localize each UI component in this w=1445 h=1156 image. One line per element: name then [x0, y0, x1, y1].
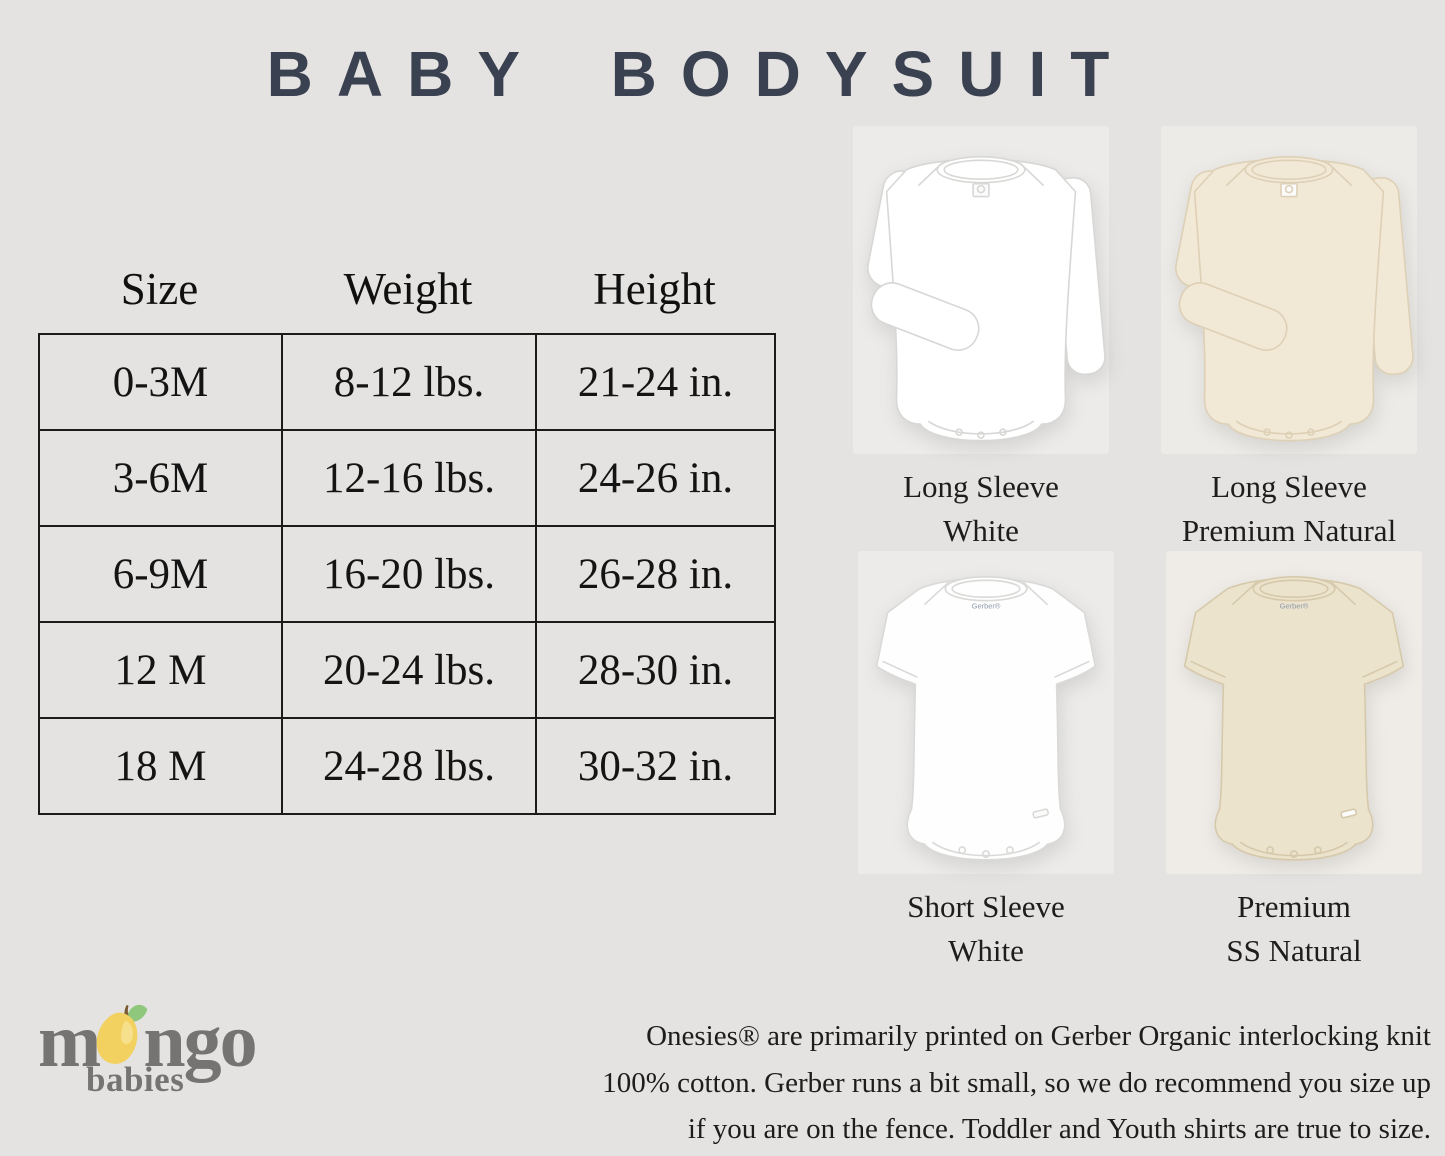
- brand-logo-wordmark: m ngo: [38, 998, 288, 1083]
- table-row: 0-3M 8-12 lbs. 21-24 in.: [38, 333, 776, 431]
- cell-weight: 20-24 lbs.: [281, 621, 537, 719]
- cell-height: 24-26 in.: [535, 429, 776, 527]
- cell-weight: 12-16 lbs.: [281, 429, 537, 527]
- cell-height: 28-30 in.: [535, 621, 776, 719]
- logo-letter-suffix: ngo: [143, 998, 257, 1083]
- neck-brand-label: Gerber®: [1280, 602, 1309, 611]
- page-title: BABY BODYSUIT: [266, 38, 1134, 110]
- cell-weight: 24-28 lbs.: [281, 717, 537, 815]
- caption-line-1: Short Sleeve: [907, 889, 1065, 924]
- column-header-size: Size: [120, 264, 199, 314]
- size-chart-headers: Size Weight Height: [38, 256, 774, 322]
- caption-line-2: White: [943, 513, 1019, 548]
- product-card-long-sleeve-white: Long Sleeve White: [845, 126, 1117, 553]
- caption-line-1: Long Sleeve: [903, 469, 1059, 504]
- cell-size: 0-3M: [38, 333, 283, 431]
- mango-icon: [97, 1004, 148, 1064]
- cell-height: 21-24 in.: [535, 333, 776, 431]
- size-chart-table: 0-3M 8-12 lbs. 21-24 in. 3-6M 12-16 lbs.…: [38, 333, 776, 815]
- cell-height: 26-28 in.: [535, 525, 776, 623]
- cell-height: 30-32 in.: [535, 717, 776, 815]
- column-header-weight: Weight: [343, 264, 473, 314]
- caption-line-2: SS Natural: [1226, 933, 1362, 968]
- product-caption: Premium SS Natural: [1226, 885, 1361, 973]
- product-card-premium-ss-natural: Gerber® Premium SS Natural: [1153, 551, 1435, 973]
- caption-line-1: Long Sleeve: [1211, 469, 1367, 504]
- product-photo: Gerber®: [858, 551, 1114, 874]
- cell-size: 3-6M: [38, 429, 283, 527]
- caption-line-1: Premium: [1237, 889, 1351, 924]
- table-row: 12 M 20-24 lbs. 28-30 in.: [38, 621, 776, 719]
- product-caption: Short Sleeve White: [907, 885, 1065, 973]
- hip-tag-icon: [1032, 808, 1049, 819]
- caption-line-2: White: [948, 933, 1024, 968]
- table-row: 3-6M 12-16 lbs. 24-26 in.: [38, 429, 776, 527]
- product-caption: Long Sleeve Premium Natural: [1182, 465, 1396, 553]
- neck-tag-icon: [972, 182, 990, 198]
- product-card-short-sleeve-white: Gerber® Short Sleeve White: [850, 551, 1122, 973]
- cell-size: 12 M: [38, 621, 283, 719]
- short-sleeve-bodysuit-graphic: Gerber®: [1183, 576, 1405, 861]
- logo-letter-prefix: m: [38, 998, 101, 1083]
- footnote-line-3: if you are on the fence. Toddler and You…: [687, 1113, 1431, 1145]
- hip-tag-icon: [1340, 808, 1357, 819]
- cell-size: 18 M: [38, 717, 283, 815]
- product-photo: Gerber®: [1166, 551, 1422, 874]
- long-sleeve-bodysuit-graphic: [1175, 156, 1414, 442]
- brand-logo-subtitle: babies: [86, 1060, 185, 1099]
- neck-brand-label: Gerber®: [972, 602, 1001, 611]
- cell-weight: 8-12 lbs.: [281, 333, 537, 431]
- long-sleeve-bodysuit-graphic: [867, 156, 1106, 442]
- footnote-line-1: Onesies® are primarily printed on Gerber…: [646, 1020, 1431, 1052]
- cell-weight: 16-20 lbs.: [281, 525, 537, 623]
- cell-size: 6-9M: [38, 525, 283, 623]
- footnote: Onesies® are primarily printed on Gerber…: [431, 1013, 1431, 1153]
- product-photo: [1161, 126, 1417, 454]
- column-header-height: Height: [593, 264, 716, 314]
- neck-tag-icon: [1280, 182, 1298, 198]
- table-row: 18 M 24-28 lbs. 30-32 in.: [38, 717, 776, 815]
- product-card-long-sleeve-premium-natural: Long Sleeve Premium Natural: [1148, 126, 1430, 553]
- footnote-line-2: 100% cotton. Gerber runs a bit small, so…: [602, 1066, 1431, 1099]
- table-row: 6-9M 16-20 lbs. 26-28 in.: [38, 525, 776, 623]
- short-sleeve-bodysuit-graphic: Gerber®: [875, 576, 1097, 861]
- caption-line-2: Premium Natural: [1181, 513, 1397, 548]
- brand-logo: m ngo babies: [38, 1002, 288, 1100]
- product-caption: Long Sleeve White: [903, 465, 1059, 553]
- product-photo: [853, 126, 1109, 454]
